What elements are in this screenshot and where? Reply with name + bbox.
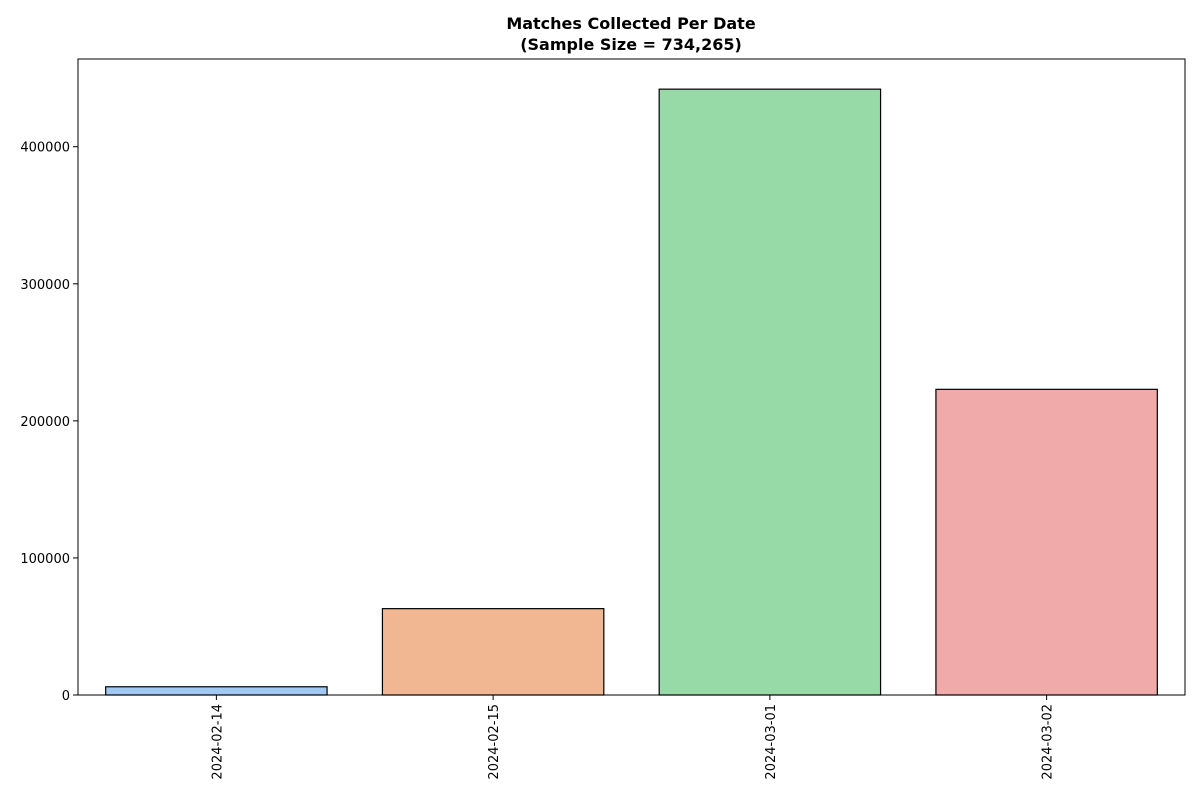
y-tick-label: 300000	[20, 278, 70, 293]
bar-2024-02-15	[381, 608, 605, 696]
bar-2024-02-14	[105, 686, 328, 696]
plot-frame	[77, 58, 1186, 696]
chart-title: Matches Collected Per Date	[506, 14, 756, 33]
x-tick-label: 2024-03-01	[764, 704, 779, 780]
chart-subtitle: (Sample Size = 734,265)	[520, 35, 742, 54]
bar-2024-03-01	[658, 88, 882, 696]
bar-2024-03-02	[935, 388, 1158, 696]
y-tick-label: 200000	[20, 415, 70, 430]
y-tick-label: 0	[62, 689, 70, 704]
x-tick-label: 2024-02-14	[210, 704, 225, 780]
y-tick-label: 400000	[20, 141, 70, 156]
x-axis-ticks: 2024-02-14 2024-02-15 2024-03-01 2024-03-02	[210, 695, 1056, 780]
y-axis-ticks: 0 100000 200000 300000 400000	[20, 141, 78, 704]
x-tick-label: 2024-03-02	[1041, 704, 1056, 780]
y-tick-label: 100000	[20, 552, 70, 567]
bars-layer	[105, 88, 1158, 696]
x-tick-label: 2024-02-15	[487, 704, 502, 780]
